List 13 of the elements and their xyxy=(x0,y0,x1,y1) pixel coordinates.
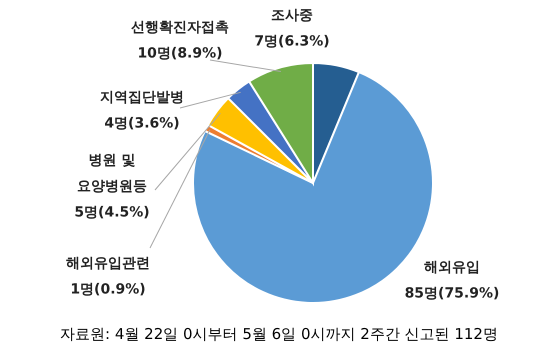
text: 자료원: 4월 22일 0시부터 5월 6일 0시까지 2주간 신고된 112명 xyxy=(59,325,499,344)
data-label: 5명(4.5%) xyxy=(74,204,150,221)
data-label: 7명(6.3%) xyxy=(254,34,330,50)
data-label: 4명(3.6%) xyxy=(104,116,180,132)
data-label: 10명(8.9%) xyxy=(137,46,223,62)
slice-label: 지역집단발병 xyxy=(100,90,184,106)
slice-label: 선행확진자접촉 xyxy=(131,20,229,36)
slice-label: 해외유입 xyxy=(424,260,480,276)
slice-label: 해외유입관련 xyxy=(66,256,150,272)
slice-label: 병원 및 요양병원등 xyxy=(77,152,147,195)
data-label: 1명(0.9%) xyxy=(70,282,146,298)
data-label: 85명(75.9%) xyxy=(404,286,500,302)
slice-label: 조사중 xyxy=(271,8,313,24)
